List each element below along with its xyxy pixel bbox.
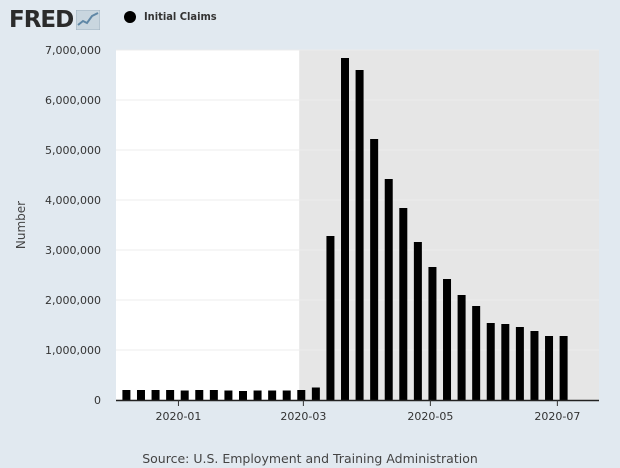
bar bbox=[224, 390, 233, 400]
bar bbox=[399, 208, 408, 400]
bar bbox=[486, 323, 495, 400]
legend-series-label: Initial Claims bbox=[144, 10, 217, 23]
bar bbox=[443, 279, 452, 400]
y-tick-label: 7,000,000 bbox=[45, 44, 101, 57]
bar bbox=[238, 391, 247, 400]
bar bbox=[180, 390, 189, 400]
bar bbox=[326, 236, 335, 400]
bar bbox=[136, 390, 145, 400]
y-tick-label: 6,000,000 bbox=[45, 94, 101, 107]
bar bbox=[472, 306, 481, 400]
y-tick-label: 0 bbox=[94, 394, 101, 407]
bar bbox=[268, 390, 277, 400]
bar bbox=[166, 390, 175, 400]
x-tick-label: 2020-07 bbox=[534, 410, 580, 423]
x-tick-label: 2020-01 bbox=[155, 410, 201, 423]
bar bbox=[282, 390, 291, 400]
bar bbox=[311, 387, 320, 400]
bar bbox=[370, 139, 379, 400]
bar bbox=[530, 331, 539, 400]
bar bbox=[501, 324, 510, 400]
y-tick-label: 5,000,000 bbox=[45, 144, 101, 157]
bar bbox=[515, 327, 524, 400]
y-tick-label: 2,000,000 bbox=[45, 294, 101, 307]
y-tick-label: 1,000,000 bbox=[45, 344, 101, 357]
y-axis-label: Number bbox=[14, 201, 28, 249]
x-tick-label: 2020-05 bbox=[407, 410, 453, 423]
chart-source: Source: U.S. Employment and Training Adm… bbox=[142, 451, 478, 466]
bar bbox=[195, 390, 204, 400]
legend-dot-icon bbox=[124, 10, 136, 23]
fred-logo-text: FRED bbox=[9, 7, 74, 33]
bar bbox=[559, 336, 568, 400]
bar bbox=[384, 179, 393, 400]
fred-logo[interactable]: FRED bbox=[9, 6, 101, 34]
bar bbox=[151, 390, 160, 400]
y-tick-label: 3,000,000 bbox=[45, 244, 101, 257]
bar bbox=[355, 70, 364, 400]
bar bbox=[253, 390, 262, 400]
bar bbox=[209, 390, 218, 400]
chart-header: FRED Initial Claims bbox=[0, 0, 620, 40]
bar bbox=[457, 295, 466, 400]
bar bbox=[545, 336, 554, 400]
bar bbox=[428, 267, 437, 400]
chart-legend[interactable]: Initial Claims bbox=[124, 10, 217, 23]
bar bbox=[297, 390, 306, 400]
y-tick-label: 4,000,000 bbox=[45, 194, 101, 207]
bar bbox=[122, 390, 131, 400]
fred-logo-graph-icon bbox=[76, 10, 101, 30]
x-tick-label: 2020-03 bbox=[280, 410, 326, 423]
bar bbox=[341, 58, 350, 400]
bar bbox=[413, 242, 422, 400]
